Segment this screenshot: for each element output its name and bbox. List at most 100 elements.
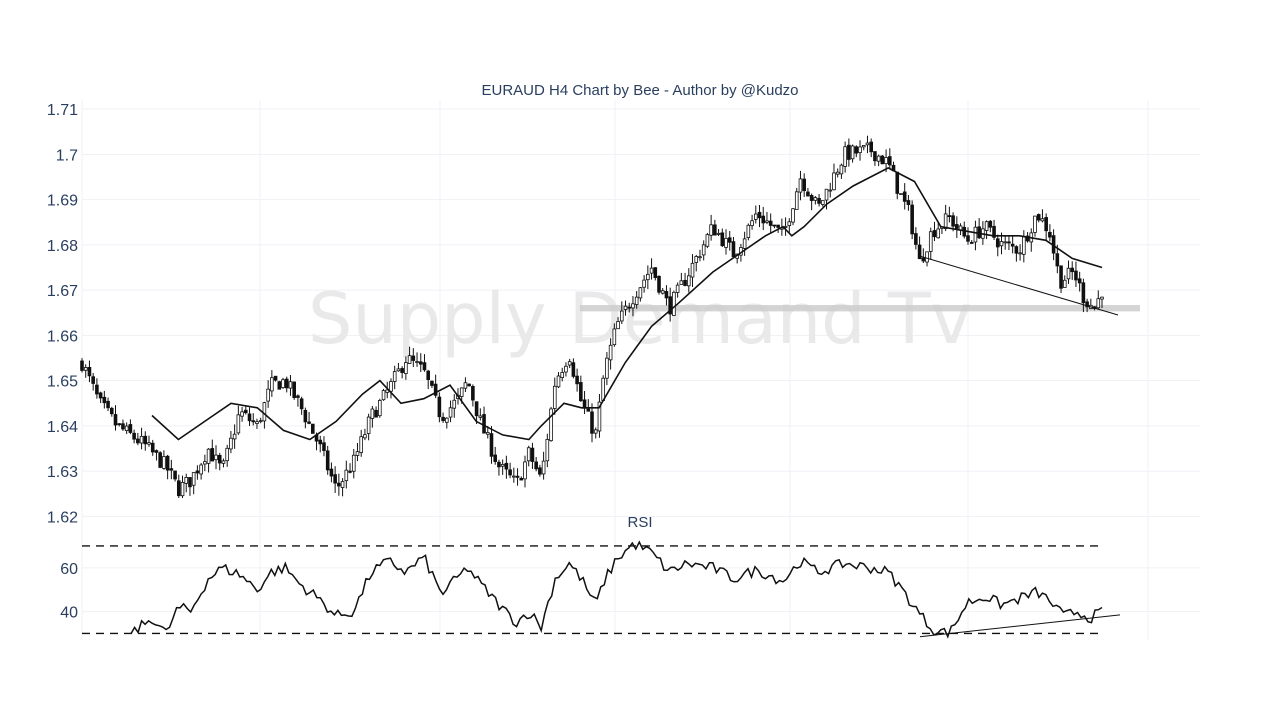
candle bbox=[143, 431, 148, 451]
candle bbox=[727, 230, 732, 251]
candle-body bbox=[984, 221, 989, 231]
candle-body bbox=[98, 392, 103, 399]
candle-body bbox=[1033, 215, 1037, 233]
candle-body bbox=[590, 411, 594, 434]
candle-body bbox=[325, 450, 330, 471]
candle bbox=[616, 317, 620, 330]
candle-body bbox=[471, 386, 475, 401]
candle bbox=[489, 426, 494, 464]
candle bbox=[995, 234, 1000, 257]
candle-body bbox=[798, 178, 803, 193]
candle bbox=[307, 412, 311, 425]
candle bbox=[1077, 271, 1082, 292]
candle bbox=[705, 232, 710, 249]
candle bbox=[958, 223, 963, 236]
candle bbox=[832, 163, 836, 191]
candle bbox=[165, 454, 170, 480]
candle-body bbox=[389, 381, 393, 392]
candle-body bbox=[753, 213, 758, 220]
candle-body bbox=[143, 435, 148, 445]
candle-body bbox=[333, 474, 337, 484]
candle bbox=[303, 407, 308, 429]
candle-body bbox=[720, 232, 725, 247]
candle-body bbox=[132, 432, 136, 440]
candle-body bbox=[214, 454, 218, 461]
candle-body bbox=[448, 407, 453, 418]
candle-body bbox=[206, 448, 211, 464]
candle-body bbox=[1022, 236, 1026, 255]
candle bbox=[753, 205, 758, 224]
candle-body bbox=[657, 275, 661, 293]
candle-body bbox=[340, 481, 345, 488]
candle-body bbox=[869, 141, 873, 153]
candle bbox=[500, 459, 505, 475]
candle-body bbox=[538, 467, 542, 475]
candle-body bbox=[690, 262, 695, 278]
candle-body bbox=[162, 456, 166, 469]
candle bbox=[888, 148, 892, 169]
candle-body bbox=[713, 224, 717, 236]
candle bbox=[210, 439, 215, 462]
candle-body bbox=[124, 425, 129, 432]
candle bbox=[258, 417, 263, 424]
candle-body bbox=[895, 171, 900, 194]
candle bbox=[173, 470, 177, 482]
candle-body bbox=[165, 455, 170, 471]
candle-body bbox=[627, 306, 632, 309]
candle bbox=[329, 462, 334, 483]
candle-body bbox=[117, 423, 122, 426]
candle-body bbox=[426, 370, 431, 380]
candle-body bbox=[430, 380, 434, 386]
candle-body bbox=[1074, 270, 1078, 281]
candle bbox=[337, 473, 341, 496]
candle bbox=[292, 381, 296, 400]
candle-body bbox=[664, 291, 669, 299]
candle bbox=[1096, 290, 1101, 310]
candle-body bbox=[828, 189, 833, 192]
candle bbox=[969, 240, 974, 244]
candle bbox=[813, 196, 818, 205]
candle bbox=[478, 408, 483, 421]
candle-body bbox=[102, 396, 107, 404]
candle-body bbox=[508, 469, 512, 476]
candle bbox=[106, 397, 110, 412]
candle-body bbox=[497, 461, 501, 468]
candle bbox=[1003, 235, 1008, 250]
candle bbox=[538, 464, 542, 477]
candle bbox=[854, 145, 859, 158]
candle bbox=[251, 413, 256, 426]
candle bbox=[158, 451, 162, 469]
candle-body bbox=[791, 208, 795, 223]
candle bbox=[653, 267, 658, 281]
candle-body bbox=[95, 384, 99, 395]
candle-body bbox=[199, 464, 203, 475]
candle bbox=[869, 138, 873, 158]
candle bbox=[545, 433, 550, 468]
candle-body bbox=[374, 409, 378, 418]
candle-body bbox=[586, 408, 591, 412]
candle-body bbox=[649, 267, 654, 274]
candle bbox=[497, 459, 501, 476]
candle-body bbox=[236, 414, 241, 434]
candle-body bbox=[258, 420, 263, 423]
candle bbox=[567, 358, 572, 369]
candle-body bbox=[1036, 214, 1041, 221]
candle bbox=[1022, 230, 1026, 263]
candle bbox=[605, 352, 609, 386]
candle-body bbox=[1007, 241, 1011, 244]
candle-body bbox=[288, 381, 293, 389]
candle bbox=[631, 296, 635, 317]
candle bbox=[1010, 235, 1015, 254]
candle bbox=[91, 372, 95, 391]
candle-body bbox=[873, 151, 877, 162]
candle-body bbox=[1070, 267, 1075, 273]
candle bbox=[768, 213, 773, 233]
price-tick-label: 1.64 bbox=[47, 419, 78, 436]
candle-body bbox=[136, 438, 140, 444]
candle-body bbox=[880, 155, 885, 165]
candle-body bbox=[698, 256, 702, 259]
candle-body bbox=[579, 382, 583, 402]
candle-body bbox=[418, 361, 423, 365]
candle bbox=[657, 275, 661, 295]
candle-body bbox=[232, 433, 237, 440]
